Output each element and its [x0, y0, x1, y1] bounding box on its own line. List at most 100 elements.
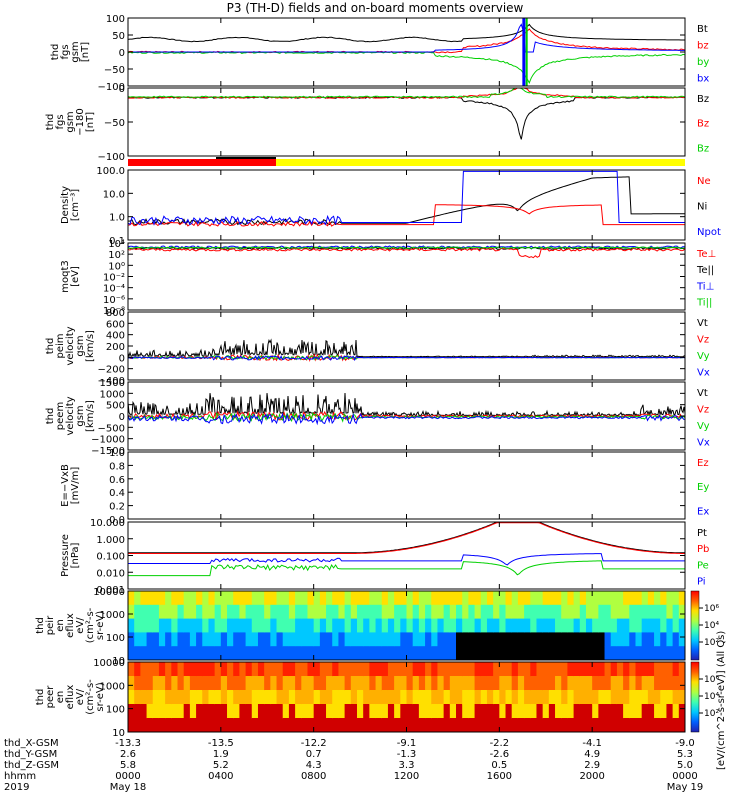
y-tick-label: 600 [106, 319, 125, 330]
colorbar [690, 590, 700, 661]
legend-ne: Ne [697, 176, 711, 187]
x-tick-label: -2.2 [490, 738, 510, 749]
y-tick-label: 10 [112, 728, 125, 739]
y-axis-label: thd fgs gsm [nT] [50, 41, 91, 62]
legend-vz: Vz [697, 404, 709, 415]
y-tick-label: 1.0 [109, 213, 125, 224]
y-axis-label-line: −180 [75, 108, 86, 135]
y-axis-label-line: thd [35, 689, 46, 706]
colorbar-tick-label: 10² [704, 709, 719, 719]
te-perp-series [127, 247, 686, 259]
x-tick-label: 0.5 [491, 760, 507, 771]
y-tick-label: 100.0 [96, 166, 125, 177]
x-tick-label: May 18 [110, 782, 147, 793]
y-tick-label: 400 [106, 331, 125, 342]
y-tick-label: 100 [106, 705, 125, 716]
x-tick-label: May 19 [667, 782, 704, 793]
y-axis-label-line: thd [45, 114, 56, 131]
legend-ni: Ni [697, 202, 707, 213]
y-tick-label: −1500 [91, 446, 125, 457]
y-tick-label: 1000 [100, 389, 125, 400]
legend-bz: bz [697, 40, 709, 51]
legend-vx: Vx [697, 367, 710, 378]
x-tick-label: 0800 [301, 771, 326, 782]
by-series [127, 51, 686, 84]
y-axis-label: E=−VxB [mV/m] [60, 464, 81, 507]
vx-ion-series [127, 355, 686, 362]
y-axis-label-line: sr-eV) [95, 611, 106, 640]
y-axis-label: thd peim velocity gsm [km/s] [45, 326, 96, 365]
y-axis-label-line: (cm²-s- [85, 607, 96, 643]
x-tick-label: -4.1 [582, 738, 602, 749]
y-tick-label: 10⁻⁸ [103, 306, 125, 317]
x-tick-label: 5.2 [213, 760, 229, 771]
y-axis-label-line: velocity [65, 326, 76, 365]
y-axis-label-line: en [55, 691, 66, 704]
by-spike [525, 18, 528, 86]
x-tick-label: 2.9 [584, 760, 600, 771]
y-tick-label: 10.000 [90, 518, 125, 529]
y-axis-label-line: [km/s] [85, 400, 96, 432]
y-axis-label-line: gsm [75, 405, 86, 426]
y-tick-label: 10⁻⁴ [103, 284, 125, 295]
y-axis-label-line: gsm [75, 335, 86, 356]
y-axis-label-line: Density [60, 186, 71, 224]
y-tick-label: 10⁰ [108, 261, 125, 272]
y-axis-label: thd peer en eflux eV/(cm²-s-sr-eV) [35, 679, 106, 715]
x-tick-label: 2000 [579, 771, 604, 782]
y-axis-label-line: Pressure [60, 534, 71, 577]
y-axis-label-line: peer [45, 685, 56, 709]
x-tick-label: -9.1 [397, 738, 417, 749]
y-tick-label: 100 [106, 633, 125, 644]
ni-series [127, 176, 685, 226]
y-axis-label: Pressure [nPa] [60, 534, 81, 577]
y-axis-label-line: [mV/m] [70, 467, 81, 505]
y-axis-label-line: [eV] [70, 266, 81, 287]
x-tick-label: -1.3 [397, 749, 417, 760]
vt-electron-series [127, 392, 686, 418]
legend-vx: Vx [697, 437, 710, 448]
x-row-label: hhmm [4, 771, 36, 782]
x-tick-label: -9.0 [675, 738, 695, 749]
bz-red-series [128, 87, 686, 99]
y-tick-label: 200 [106, 342, 125, 353]
x-tick-label: 3.3 [399, 760, 415, 771]
colorbar-tick-label: 10⁴ [704, 692, 719, 702]
x-tick-label: -13.5 [208, 738, 234, 749]
y-axis-label-line: [cm⁻³] [70, 189, 81, 221]
y-tick-label: 0.100 [96, 552, 125, 563]
x-tick-label: 2.6 [120, 749, 136, 760]
y-tick-label: 0.4 [109, 488, 125, 499]
y-tick-label: 1000 [100, 610, 125, 621]
y-axis-label-line: eV/ [75, 617, 86, 634]
y-axis-label-line: [nT] [80, 42, 91, 62]
y-tick-label: 1500 [100, 378, 125, 389]
pb-series [128, 522, 685, 554]
vt-ion-series [127, 338, 686, 358]
colorbar-tick-label: 10⁴ [704, 621, 719, 631]
y-tick-label: 10⁻⁶ [103, 295, 125, 306]
legend-ey: Ey [697, 482, 709, 493]
y-axis-label-line: fgs [60, 44, 71, 59]
legend-ez: Ez [697, 458, 709, 469]
legend-vz: Vz [697, 334, 709, 345]
y-axis-label-line: [nPa] [70, 542, 81, 568]
ion-spectrogram [128, 591, 685, 660]
y-tick-label: 500 [106, 401, 125, 412]
x-tick-label: 1.9 [213, 749, 229, 760]
y-axis-label: Density [cm⁻³] [60, 186, 81, 224]
y-tick-label: −400 [98, 376, 125, 387]
bx-spike [522, 18, 526, 86]
y-axis-label-line: thd [35, 617, 46, 634]
y-axis-label-line: thd [45, 338, 56, 355]
y-tick-label: 0 [119, 48, 125, 59]
x-tick-label: 1600 [487, 771, 512, 782]
legend-by: by [697, 57, 709, 68]
legend-pe: Pe [697, 560, 709, 571]
y-tick-label: 50 [112, 31, 125, 42]
y-tick-label: 1.000 [96, 535, 125, 546]
bz-black-series [127, 96, 686, 140]
y-axis-label: thd peem velocity gsm [km/s] [45, 396, 96, 435]
y-tick-label: 0.010 [96, 568, 125, 579]
